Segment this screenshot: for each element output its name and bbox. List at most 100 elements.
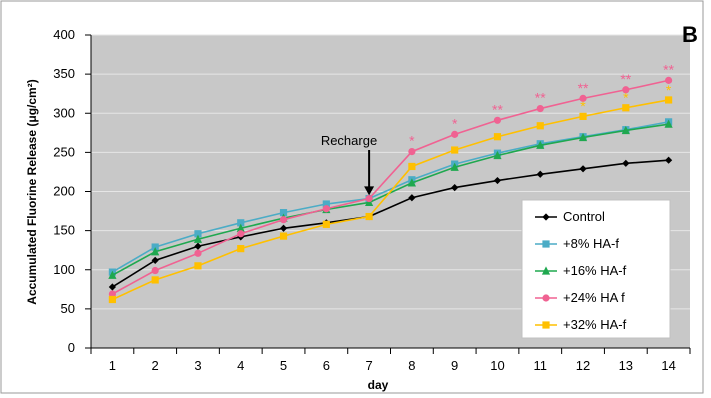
data-point — [151, 247, 160, 256]
legend-label: +8% HA-f — [563, 236, 619, 251]
y-tick-label: 350 — [53, 66, 75, 81]
data-point — [194, 249, 202, 257]
data-point — [493, 176, 502, 185]
data-point — [151, 243, 159, 251]
data-point — [237, 219, 245, 227]
data-point — [451, 146, 459, 154]
legend-label: Control — [563, 209, 605, 224]
x-tick-label: 10 — [490, 358, 504, 373]
data-point — [579, 112, 587, 120]
x-tick-label: 11 — [534, 358, 548, 373]
y-tick-label: 200 — [53, 184, 75, 199]
data-point — [365, 194, 373, 203]
panel-label: B — [682, 22, 698, 47]
legend-item: +16% HA-f — [535, 263, 627, 278]
y-axis-title: Accumulated Fluorine Release (μg/cm²) — [25, 79, 39, 304]
x-tick-label: 5 — [280, 358, 287, 373]
data-point — [151, 266, 159, 275]
legend: Control +8% HA-f +16% HA-f +24% HA f +32% HA… — [521, 199, 671, 339]
data-point — [536, 170, 544, 178]
data-point — [151, 256, 159, 264]
data-point — [237, 230, 245, 238]
x-tick-label: 8 — [408, 358, 415, 373]
recharge-arrowhead — [364, 186, 375, 196]
data-point — [151, 276, 159, 284]
y-tick-label: 0 — [68, 340, 75, 355]
data-point — [279, 232, 288, 240]
y-tick-labels: 0 50 100 150 200 250 300 350 400 — [53, 27, 75, 355]
data-point — [493, 133, 502, 141]
data-point — [365, 212, 373, 221]
x-tick-label: 6 — [323, 358, 330, 373]
legend-label: +16% HA-f — [563, 263, 627, 278]
x-axis-title: day — [368, 378, 389, 392]
x-tick-label: 7 — [365, 358, 372, 373]
significance-mark: ** — [492, 101, 503, 117]
data-point — [665, 96, 673, 104]
legend-marker — [542, 213, 550, 221]
data-point — [664, 119, 673, 128]
legend-marker — [541, 266, 551, 275]
data-point — [236, 223, 245, 232]
y-tick-label: 300 — [53, 105, 75, 120]
series-line — [112, 99, 669, 301]
data-point — [451, 130, 459, 138]
significance-mark: ** — [620, 71, 631, 87]
data-point — [536, 104, 544, 113]
legend-item: Control — [535, 209, 605, 224]
significance-mark: * — [409, 133, 415, 149]
data-point — [407, 178, 416, 187]
significance-mark: * — [623, 90, 629, 106]
data-point — [536, 122, 544, 130]
y-tick-label: 150 — [53, 223, 75, 238]
significance-mark: ** — [535, 90, 546, 106]
data-point — [622, 86, 630, 94]
x-tick-label: 12 — [576, 358, 590, 373]
series-3 — [108, 76, 673, 298]
significance-mark: * — [666, 82, 672, 98]
recharge-annotation: Recharge — [321, 133, 377, 196]
legend-label: +32% HA-f — [563, 317, 627, 332]
data-point — [578, 132, 588, 142]
x-tick-label: 13 — [619, 358, 633, 373]
data-point — [451, 183, 459, 192]
data-point — [322, 205, 330, 213]
data-point — [493, 150, 502, 160]
legend-marker — [542, 294, 550, 302]
data-point — [493, 116, 502, 124]
data-point — [193, 234, 203, 243]
recharge-label: Recharge — [321, 133, 377, 148]
data-point — [408, 194, 416, 202]
data-point — [621, 125, 630, 135]
x-tick-label: 1 — [109, 358, 116, 373]
y-tick-label: 250 — [53, 144, 75, 159]
axes — [85, 34, 691, 354]
x-tick-label: 4 — [237, 358, 244, 373]
series-line — [112, 79, 669, 295]
legend-label: +24% HA f — [563, 290, 625, 305]
x-tick-label: 14 — [661, 358, 675, 373]
data-point — [536, 140, 545, 149]
data-point — [108, 290, 116, 298]
data-point — [194, 262, 202, 270]
data-point — [279, 216, 288, 224]
series-line — [111, 159, 669, 288]
series-4 — [108, 96, 673, 304]
significance-mark: * — [452, 115, 458, 131]
data-point — [622, 159, 630, 167]
data-point — [622, 104, 630, 112]
significance-mark: ** — [578, 80, 589, 96]
data-point — [665, 156, 673, 164]
data-point — [322, 220, 330, 228]
data-point — [108, 270, 117, 279]
x-tick-label: 2 — [152, 358, 159, 373]
x-tick-label: 9 — [451, 358, 458, 373]
x-tick-labels: 1 2 3 4 5 6 7 8 9 10 11 12 13 14 — [109, 358, 676, 373]
data-point — [108, 283, 116, 291]
series-group — [108, 76, 673, 304]
significance-mark: ** — [663, 61, 674, 77]
data-point — [194, 230, 202, 238]
data-point — [108, 295, 116, 304]
data-point — [579, 165, 587, 173]
